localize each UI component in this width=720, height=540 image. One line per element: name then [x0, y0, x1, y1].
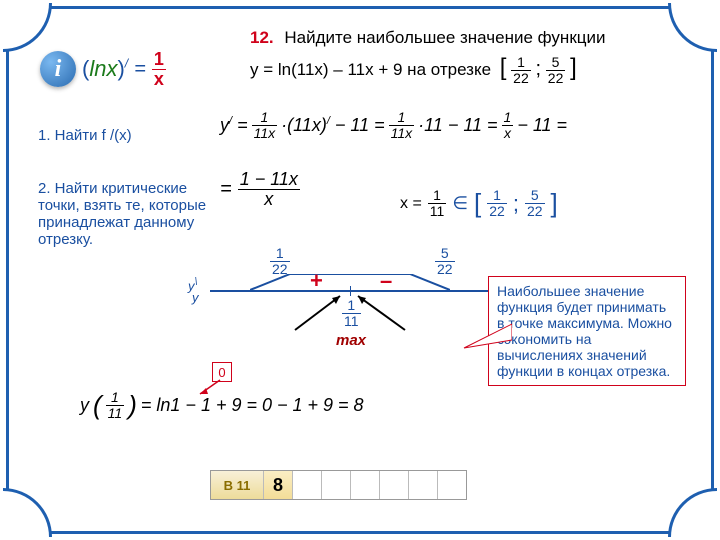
one-over-x: 1 x	[152, 50, 166, 89]
step1-text: 1. Найти f /(x)	[38, 127, 132, 144]
answer-cell-1[interactable]: 8	[264, 471, 293, 499]
step2-text: 2. Найти критические точки, взять те, ко…	[38, 180, 208, 248]
problem-func: y = ln(11x) – 11x + 9 на отрезке	[250, 60, 491, 79]
minus-sign: –	[380, 268, 392, 294]
crit-close: ]	[551, 188, 558, 219]
crit-point: x = 111 ∈ [ 122 ; 522 ]	[400, 188, 558, 219]
interval-open: [	[500, 54, 507, 81]
answer-cell-4[interactable]	[351, 471, 380, 499]
answer-row: В 11 8	[210, 470, 467, 500]
interval-close: ]	[570, 54, 577, 81]
x-eq: x =	[400, 195, 422, 213]
answer-cell-6[interactable]	[409, 471, 438, 499]
ln-text: ln	[89, 56, 106, 81]
interval-a: 122	[511, 55, 531, 85]
left-arrow-icon	[290, 292, 350, 332]
frac-d: x	[152, 70, 166, 89]
crit-sep: ;	[513, 191, 519, 217]
problem-statement: 12. Найдите наибольшее значение функции …	[250, 28, 690, 86]
slide: i (lnx)/ = 1 x 12. Найдите наибольшее зн…	[0, 0, 720, 540]
hint-box: Наибольшее значение функция будет приним…	[488, 276, 686, 386]
interval-sep: ;	[535, 58, 541, 80]
identity-formula: i (lnx)/ = 1 x	[40, 50, 166, 89]
lnx-prime: (lnx)/	[82, 56, 128, 82]
ln-arg: x	[106, 56, 117, 81]
left-frac: 122	[270, 246, 290, 276]
info-icon: i	[40, 51, 76, 87]
answer-block: В 11 8	[210, 470, 467, 500]
answer-label: В 11	[211, 471, 264, 499]
hint-text: Наибольшее значение функция будет приним…	[497, 283, 672, 379]
answer-cell-5[interactable]	[380, 471, 409, 499]
answer-cell-3[interactable]	[322, 471, 351, 499]
interval-b: 522	[546, 55, 566, 85]
callout-arrow-icon	[462, 322, 512, 350]
answer-cell-7[interactable]	[438, 471, 466, 499]
answer-cell-2[interactable]	[293, 471, 322, 499]
problem-title: Найдите наибольшее значение функции	[284, 28, 605, 47]
y-label: y	[192, 290, 199, 305]
deriv-line1: y/ = 111x ·(11x)/ − 11 = 111x ·11 − 11 =…	[220, 110, 567, 140]
prime-mark: /	[125, 57, 128, 71]
crit-open: [	[474, 188, 481, 219]
right-arrow-icon	[350, 292, 410, 332]
deriv-line2: = 1 − 11xx	[220, 170, 300, 209]
eval-expr: y ( 111 ) = ln1 − 1 + 9 = 0 − 1 + 9 = 8	[80, 390, 364, 421]
max-label: max	[336, 332, 366, 349]
eq-sign: =	[134, 58, 146, 81]
number-line-diagram: y\ y 122 522 + – x 111 max	[210, 290, 510, 292]
content: i (lnx)/ = 1 x 12. Найдите наибольшее зн…	[20, 20, 700, 520]
problem-number: 12.	[250, 28, 274, 47]
in-symbol: ∈	[452, 193, 468, 214]
frac-n: 1	[152, 50, 166, 70]
right-frac: 522	[435, 246, 455, 276]
plus-sign: +	[310, 268, 323, 294]
